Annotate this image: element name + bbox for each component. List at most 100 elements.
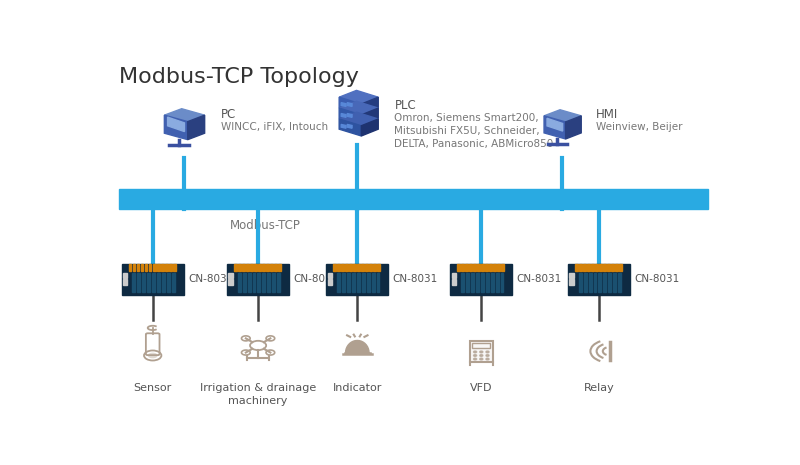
Bar <box>595 265 598 271</box>
Bar <box>579 265 582 271</box>
Bar <box>152 273 155 292</box>
Bar <box>228 279 233 285</box>
Bar <box>478 265 480 271</box>
Bar <box>362 265 364 271</box>
Bar <box>607 265 610 271</box>
Bar <box>502 265 504 271</box>
Bar <box>266 265 269 271</box>
Bar <box>278 273 280 292</box>
Bar <box>476 273 478 292</box>
Bar <box>342 273 345 292</box>
Bar <box>598 273 602 292</box>
Bar <box>272 273 275 292</box>
Bar <box>498 265 500 271</box>
Bar <box>470 265 472 271</box>
Bar <box>167 273 170 292</box>
Polygon shape <box>339 97 362 114</box>
Bar <box>377 273 379 292</box>
Bar <box>327 279 332 285</box>
Bar <box>129 265 131 271</box>
Bar <box>501 273 503 292</box>
Text: Sensor: Sensor <box>134 384 172 393</box>
Polygon shape <box>341 125 346 128</box>
Polygon shape <box>566 116 582 139</box>
Bar <box>494 265 496 271</box>
Polygon shape <box>339 108 362 125</box>
Bar <box>278 265 281 271</box>
Bar <box>619 265 622 271</box>
Polygon shape <box>362 97 378 114</box>
Bar <box>578 273 582 292</box>
Bar <box>169 265 172 271</box>
Bar <box>238 265 241 271</box>
Bar <box>132 273 135 292</box>
Bar <box>123 272 127 278</box>
Bar <box>354 265 356 271</box>
Bar <box>258 273 261 292</box>
Polygon shape <box>346 340 369 353</box>
Bar <box>149 265 151 271</box>
Polygon shape <box>164 115 188 140</box>
Bar <box>262 265 265 271</box>
Bar <box>591 265 594 271</box>
Circle shape <box>474 351 477 353</box>
Bar <box>594 273 597 292</box>
Bar <box>470 341 492 361</box>
Polygon shape <box>547 118 562 131</box>
Circle shape <box>486 358 489 360</box>
Bar <box>253 273 255 292</box>
Bar <box>333 265 336 271</box>
Bar <box>374 265 376 271</box>
Bar <box>490 265 492 271</box>
Bar <box>352 273 354 292</box>
Bar <box>362 273 365 292</box>
Circle shape <box>474 358 477 360</box>
Bar <box>358 265 360 271</box>
Circle shape <box>480 355 483 356</box>
Bar <box>615 265 618 271</box>
Text: Indicator: Indicator <box>333 384 382 393</box>
Bar <box>486 273 489 292</box>
Text: Weinview, Beijer: Weinview, Beijer <box>596 122 682 132</box>
Bar <box>337 273 340 292</box>
Bar <box>461 265 464 271</box>
Polygon shape <box>341 113 346 117</box>
Text: VFD: VFD <box>470 384 493 393</box>
Bar <box>583 265 586 271</box>
Bar <box>603 265 606 271</box>
Bar <box>350 265 352 271</box>
Bar <box>451 272 456 278</box>
Polygon shape <box>339 112 378 126</box>
Polygon shape <box>339 90 378 104</box>
Bar <box>461 273 464 292</box>
Bar <box>153 265 155 271</box>
Polygon shape <box>347 113 352 117</box>
Bar <box>587 265 590 271</box>
Polygon shape <box>362 119 378 136</box>
Bar <box>238 273 241 292</box>
Bar <box>242 273 246 292</box>
Bar <box>270 265 273 271</box>
Text: CN-8031: CN-8031 <box>634 274 680 284</box>
Bar <box>254 265 257 271</box>
Bar <box>570 279 574 285</box>
Text: CN-8031: CN-8031 <box>188 274 234 284</box>
Bar <box>614 273 616 292</box>
Circle shape <box>480 351 483 353</box>
Bar <box>490 273 494 292</box>
Bar <box>371 273 374 292</box>
Polygon shape <box>164 109 205 122</box>
Bar <box>142 273 145 292</box>
Circle shape <box>486 351 489 353</box>
Circle shape <box>474 355 477 356</box>
Bar <box>137 265 139 271</box>
Bar <box>157 265 159 271</box>
Bar <box>267 273 270 292</box>
Bar <box>370 265 372 271</box>
Text: CN-8031: CN-8031 <box>294 274 338 284</box>
Text: HMI: HMI <box>596 108 618 121</box>
Polygon shape <box>347 125 352 128</box>
Bar <box>227 265 289 295</box>
Bar <box>568 265 630 295</box>
Bar <box>246 265 249 271</box>
